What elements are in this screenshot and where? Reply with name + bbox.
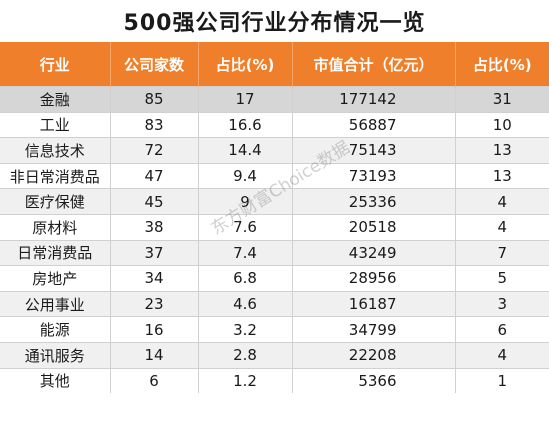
cell-market-cap: 20518	[292, 213, 456, 241]
cell-count-share: 7.6	[198, 213, 293, 241]
header-cap-share: 占比(%)	[455, 42, 549, 87]
cell-industry: 房地产	[0, 265, 111, 292]
cell-company-count: 37	[110, 239, 199, 266]
cell-count-share: 16.6	[198, 111, 293, 138]
cell-company-count: 38	[110, 213, 199, 241]
cell-market-cap: 73193	[292, 162, 456, 189]
cell-industry: 能源	[0, 316, 111, 343]
cell-cap-share: 13	[455, 162, 549, 189]
cell-company-count: 47	[110, 162, 199, 189]
cell-cap-share: 4	[455, 341, 549, 369]
page-title: 500强公司行业分布情况一览	[123, 11, 426, 36]
cell-industry: 信息技术	[0, 137, 111, 164]
cell-industry: 原材料	[0, 213, 111, 241]
cell-count-share: 17	[198, 86, 293, 113]
table-row: 非日常消费品 47 9.4 73193 13	[0, 162, 549, 189]
table-row: 房地产 34 6.8 28956 5	[0, 265, 549, 292]
cell-count-share: 9.4	[198, 162, 293, 189]
cell-count-share: 14.4	[198, 137, 293, 164]
cell-cap-share: 31	[455, 86, 549, 113]
cell-market-cap: 5366	[292, 367, 456, 394]
cell-company-count: 6	[110, 367, 199, 394]
cell-cap-share: 6	[455, 316, 549, 343]
cell-cap-share: 3	[455, 290, 549, 317]
table-row: 公用事业 23 4.6 16187 3	[0, 290, 549, 317]
cell-cap-share: 1	[455, 367, 549, 394]
cell-company-count: 34	[110, 265, 199, 292]
cell-cap-share: 4	[455, 213, 549, 241]
header-industry: 行业	[0, 42, 111, 87]
cell-count-share: 6.8	[198, 265, 293, 292]
table-row: 医疗保健 45 9 25336 4	[0, 188, 549, 215]
cell-cap-share: 4	[455, 188, 549, 215]
cell-industry: 日常消费品	[0, 239, 111, 266]
cell-market-cap: 75143	[292, 137, 456, 164]
header-company-count: 公司家数	[110, 42, 199, 87]
cell-industry: 工业	[0, 111, 111, 138]
cell-count-share: 9	[198, 188, 293, 215]
cell-market-cap: 22208	[292, 341, 456, 369]
cell-count-share: 1.2	[198, 367, 293, 394]
cell-market-cap: 34799	[292, 316, 456, 343]
cell-cap-share: 5	[455, 265, 549, 292]
table-row: 金融 85 17 177142 31	[0, 86, 549, 113]
cell-market-cap: 25336	[292, 188, 456, 215]
cell-market-cap: 28956	[292, 265, 456, 292]
cell-industry: 公用事业	[0, 290, 111, 317]
table-header-row: 行业 公司家数 占比(%) 市值合计（亿元） 占比(%)	[0, 42, 549, 87]
cell-market-cap: 177142	[292, 86, 456, 113]
cell-company-count: 23	[110, 290, 199, 317]
cell-cap-share: 10	[455, 111, 549, 138]
cell-count-share: 7.4	[198, 239, 293, 266]
cell-company-count: 14	[110, 341, 199, 369]
cell-market-cap: 56887	[292, 111, 456, 138]
table-row: 其他 6 1.2 5366 1	[0, 367, 549, 394]
cell-company-count: 16	[110, 316, 199, 343]
cell-market-cap: 43249	[292, 239, 456, 266]
cell-count-share: 2.8	[198, 341, 293, 369]
table-row: 信息技术 72 14.4 75143 13	[0, 137, 549, 164]
cell-market-cap: 16187	[292, 290, 456, 317]
cell-industry: 其他	[0, 367, 111, 394]
cell-industry: 非日常消费品	[0, 162, 111, 189]
table-row: 工业 83 16.6 56887 10	[0, 111, 549, 138]
header-market-cap: 市值合计（亿元）	[292, 42, 456, 87]
header-count-share: 占比(%)	[198, 42, 293, 87]
cell-cap-share: 7	[455, 239, 549, 266]
cell-company-count: 85	[110, 86, 199, 113]
cell-cap-share: 13	[455, 137, 549, 164]
table-body: 金融 85 17 177142 31 工业 83 16.6 56887 10 信息技术 72 14.4 7…	[0, 86, 549, 394]
table-row: 能源 16 3.2 34799 6	[0, 316, 549, 343]
cell-company-count: 83	[110, 111, 199, 138]
table-row: 原材料 38 7.6 20518 4	[0, 213, 549, 241]
cell-company-count: 72	[110, 137, 199, 164]
industry-table: 行业 公司家数 占比(%) 市值合计（亿元） 占比(%) 金融 85 17 17714…	[0, 42, 549, 394]
cell-count-share: 3.2	[198, 316, 293, 343]
table-row: 通讯服务 14 2.8 22208 4	[0, 341, 549, 369]
cell-count-share: 4.6	[198, 290, 293, 317]
cell-industry: 金融	[0, 86, 111, 113]
table-row: 日常消费品 37 7.4 43249 7	[0, 239, 549, 266]
cell-company-count: 45	[110, 188, 199, 215]
cell-industry: 医疗保健	[0, 188, 111, 215]
cell-industry: 通讯服务	[0, 341, 111, 369]
